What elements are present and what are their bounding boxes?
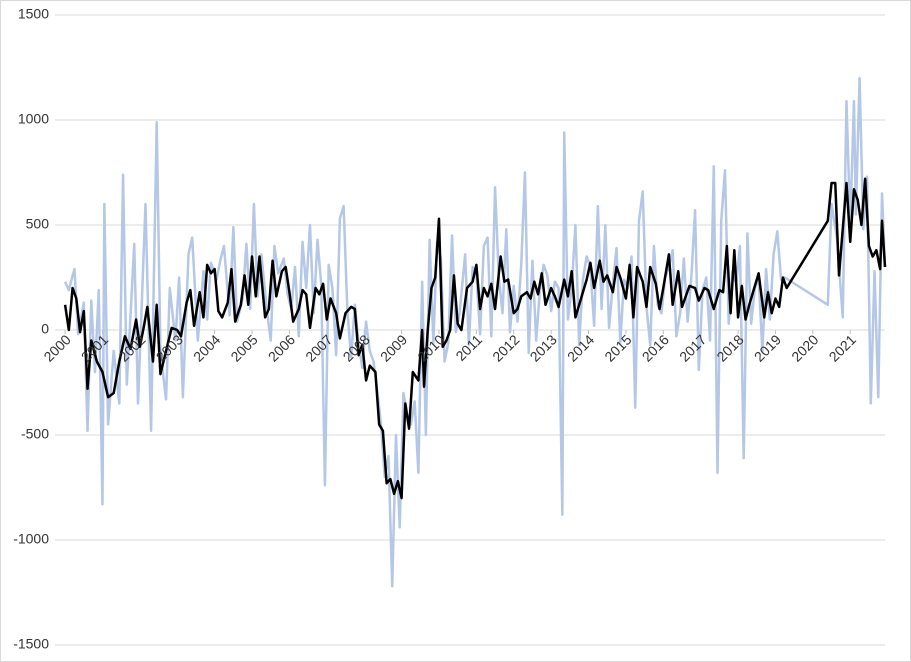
y-tick-label: 1500 (18, 6, 49, 22)
y-tick-label: -500 (21, 426, 49, 442)
y-tick-label: -1500 (13, 636, 49, 652)
data-line (63, 177, 887, 500)
y-tick-label: 0 (41, 321, 49, 337)
y-tick-label: 1000 (18, 111, 49, 127)
plot-area (63, 76, 887, 588)
grid (55, 14, 885, 646)
data-line (63, 76, 887, 588)
y-tick-label: 500 (26, 216, 50, 232)
y-tick-label: -1000 (13, 531, 49, 547)
